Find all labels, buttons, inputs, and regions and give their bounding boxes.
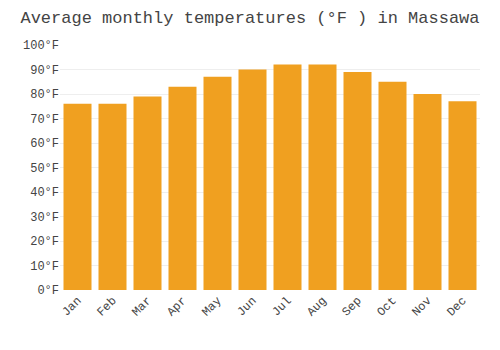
svg-text:60°F: 60°F xyxy=(30,137,59,151)
svg-text:30°F: 30°F xyxy=(30,211,59,225)
svg-text:Average monthly temperatures (: Average monthly temperatures (°F ) in Ma… xyxy=(20,9,479,28)
svg-text:Dec: Dec xyxy=(444,294,469,319)
svg-text:20°F: 20°F xyxy=(30,235,59,249)
svg-text:10°F: 10°F xyxy=(30,260,59,274)
svg-text:80°F: 80°F xyxy=(30,88,59,102)
svg-text:Oct: Oct xyxy=(374,294,399,319)
svg-text:Nov: Nov xyxy=(409,294,434,319)
svg-text:May: May xyxy=(199,294,224,319)
svg-text:Feb: Feb xyxy=(94,294,119,319)
svg-text:50°F: 50°F xyxy=(30,162,59,176)
svg-text:100°F: 100°F xyxy=(23,39,59,53)
svg-text:70°F: 70°F xyxy=(30,113,59,127)
svg-text:Mar: Mar xyxy=(129,294,154,319)
svg-text:Jun: Jun xyxy=(234,294,259,319)
svg-text:40°F: 40°F xyxy=(30,186,59,200)
svg-text:90°F: 90°F xyxy=(30,64,59,78)
svg-text:Jul: Jul xyxy=(269,294,294,319)
svg-text:Aug: Aug xyxy=(304,294,329,319)
svg-text:Apr: Apr xyxy=(164,294,189,319)
svg-text:0°F: 0°F xyxy=(37,284,59,298)
svg-text:Sep: Sep xyxy=(339,294,364,319)
svg-text:Jan: Jan xyxy=(59,294,84,319)
